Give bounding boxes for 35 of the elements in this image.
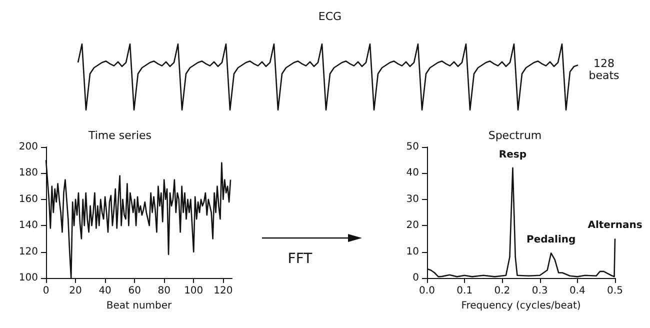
y-tick-label: 180 bbox=[18, 168, 38, 179]
x-tick-label: 100 bbox=[184, 286, 204, 296]
chart-title: ECG bbox=[318, 10, 342, 23]
x-axis-title: Frequency (cycles/beat) bbox=[461, 300, 581, 312]
x-tick-label: 20 bbox=[69, 286, 82, 296]
x-tick-label: 120 bbox=[214, 286, 233, 296]
x-tick-label: 0 bbox=[42, 286, 50, 296]
annotation: Pedaling bbox=[526, 234, 576, 246]
y-tick-label: 10 bbox=[406, 246, 419, 258]
annotation: Resp bbox=[498, 149, 527, 160]
chart-title: Time series bbox=[88, 129, 152, 142]
y-tick-label: 120 bbox=[18, 246, 38, 258]
y-tick-label: 200 bbox=[18, 142, 38, 152]
y-tick-label: 40 bbox=[406, 168, 419, 179]
text: FFT bbox=[286, 251, 314, 268]
x-axis-title: Beat number bbox=[106, 300, 173, 312]
annotation: Alternans bbox=[588, 220, 642, 232]
y-tick-label: 20 bbox=[406, 220, 419, 232]
y-tick-label: 50 bbox=[406, 142, 419, 152]
chart-title: Spectrum bbox=[488, 129, 542, 142]
y-tick-label: 100 bbox=[18, 272, 38, 284]
y-tick-label: 0 bbox=[412, 272, 419, 284]
y-tick-label: 140 bbox=[18, 220, 38, 232]
x-tick-label: 0.0 bbox=[419, 286, 435, 296]
x-tick-label: 40 bbox=[98, 286, 112, 296]
y-tick-label: 30 bbox=[406, 194, 419, 205]
x-tick-label: 60 bbox=[128, 286, 141, 296]
x-tick-label: 80 bbox=[158, 286, 170, 296]
x-tick-label: 0.3 bbox=[532, 286, 548, 296]
y-tick-label: 160 bbox=[18, 194, 38, 205]
x-tick-label: 0.4 bbox=[569, 286, 586, 296]
x-tick-label: 0.2 bbox=[494, 286, 510, 296]
text: 128 beats bbox=[588, 57, 620, 82]
x-tick-label: 0.1 bbox=[456, 286, 473, 296]
x-tick-label: 0.5 bbox=[607, 286, 623, 296]
